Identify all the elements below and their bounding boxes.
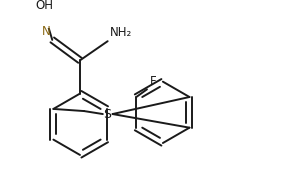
Text: NH₂: NH₂ [110, 27, 133, 40]
Text: OH: OH [36, 0, 54, 12]
Text: N: N [42, 25, 51, 38]
Text: F: F [150, 75, 156, 88]
Text: S: S [103, 108, 112, 121]
